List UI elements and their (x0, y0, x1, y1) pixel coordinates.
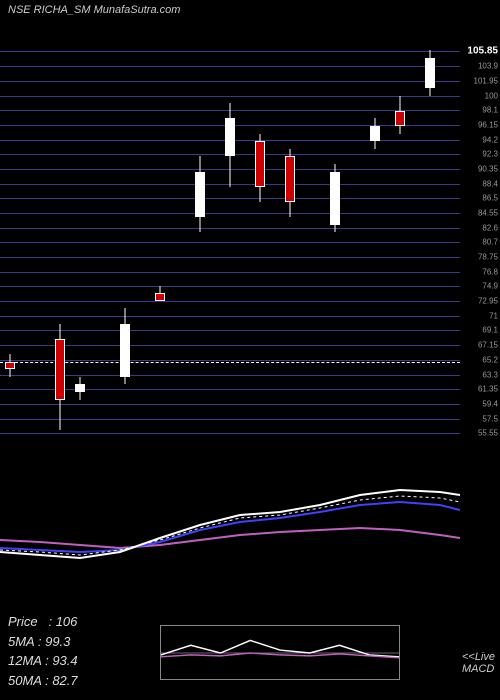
y-label: 105.85 (467, 46, 498, 57)
y-label: 69.1 (482, 326, 498, 335)
y-label: 98.1 (482, 106, 498, 115)
y-label: 59.4 (482, 400, 498, 409)
macd-line-signal (0, 528, 460, 548)
y-label: 94.2 (482, 135, 498, 144)
ma5-row: 5MA : 99.3 (8, 632, 78, 652)
y-label: 103.9 (478, 61, 498, 70)
y-label: 78.75 (478, 253, 498, 262)
price-chart: 105.85103.9101.9510098.196.1594.292.390.… (0, 50, 500, 430)
y-label: 63.3 (482, 370, 498, 379)
y-label: 92.3 (482, 150, 498, 159)
macd-panel (0, 470, 500, 610)
ma12-row: 12MA : 93.4 (8, 651, 78, 671)
y-label: 61.35 (478, 385, 498, 394)
source-label: MunafaSutra.com (94, 4, 181, 16)
y-label: 86.5 (482, 194, 498, 203)
y-label: 84.55 (478, 209, 498, 218)
y-label: 100 (485, 91, 498, 100)
live-macd-box (160, 625, 400, 680)
y-label: 76.8 (482, 267, 498, 276)
y-label: 82.6 (482, 223, 498, 232)
y-label: 96.15 (478, 120, 498, 129)
ticker-label: NSE RICHA_SM (8, 4, 91, 16)
chart-header: NSE RICHA_SM MunafaSutra.com (0, 0, 500, 20)
y-label: 74.9 (482, 282, 498, 291)
live-label: <<Live MACD (462, 651, 495, 675)
y-label: 72.95 (478, 297, 498, 306)
macd-lines (0, 470, 460, 610)
ma50-row: 50MA : 82.7 (8, 671, 78, 691)
y-axis-labels: 105.85103.9101.9510098.196.1594.292.390.… (460, 50, 500, 430)
y-label: 67.15 (478, 341, 498, 350)
y-label: 88.4 (482, 179, 498, 188)
candles-container (0, 50, 460, 430)
y-label: 65.2 (482, 356, 498, 365)
info-panel: Price : 106 5MA : 99.3 12MA : 93.4 50MA … (8, 612, 78, 690)
y-label: 57.5 (482, 414, 498, 423)
y-label: 101.95 (474, 76, 498, 85)
y-label: 80.7 (482, 238, 498, 247)
y-label: 71 (489, 312, 498, 321)
y-label: 90.35 (478, 164, 498, 173)
price-row: Price : 106 (8, 612, 78, 632)
y-label: 55.55 (478, 429, 498, 438)
macd-line-macd-dashed (0, 496, 460, 555)
